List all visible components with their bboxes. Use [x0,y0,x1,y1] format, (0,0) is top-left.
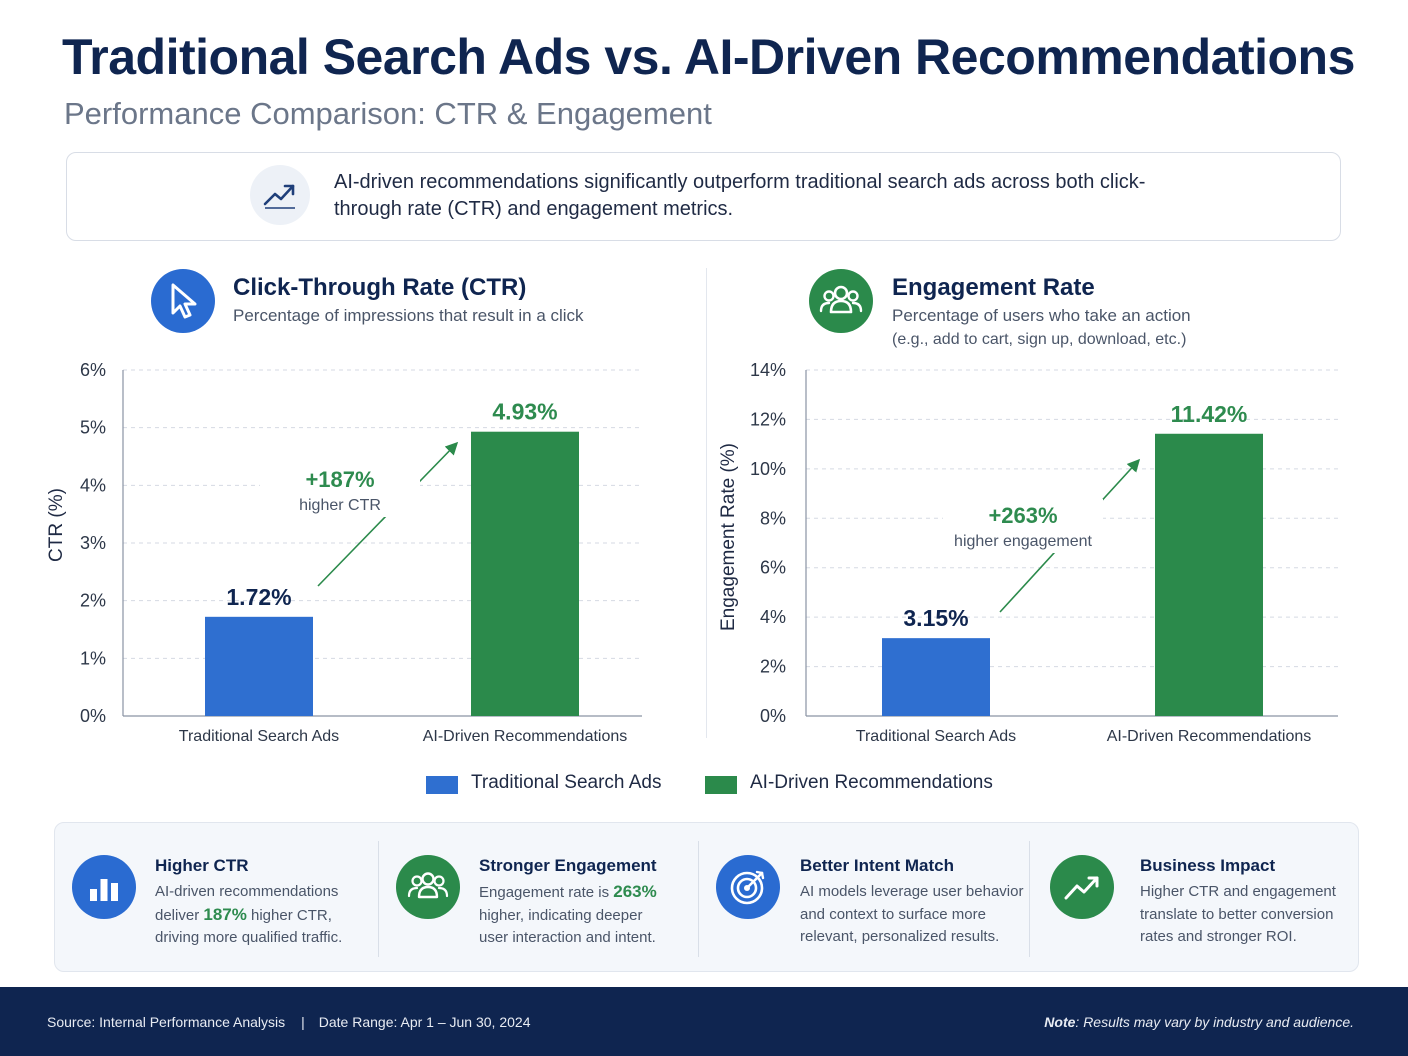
y-tick-label: 0% [80,706,106,726]
y-tick-label: 0% [760,706,786,726]
legend-label-traditional: Traditional Search Ads [471,772,662,793]
card-body-business-impact: Higher CTR and engagement translate to b… [1140,883,1336,945]
bar-value-label: 1.72% [226,584,291,610]
card-divider [1029,841,1030,957]
y-tick-label: 6% [760,558,786,578]
charts-canvas: 0% 1% 2% 3% 4% 5% 6% CTR (%) 1.72% Traditional Se… [46,360,1338,745]
footer: Source: Internal Performance Analysis | Da… [0,987,1408,1056]
card-divider [698,841,699,957]
y-tick-label: 8% [760,508,786,528]
insight-cards: Higher CTR AI-driven recommendations del… [54,822,1359,972]
target-icon [716,855,780,919]
annotation-text: higher CTR [299,497,381,514]
summary-text: AI-driven recommendations significantly … [334,171,1146,220]
y-tick-label: 6% [80,360,106,380]
y-axis-label: CTR (%) [46,488,67,562]
y-tick-label: 10% [750,459,786,479]
bar-ai-ctr [471,431,579,716]
card-body-higher-ctr: AI-driven recommendations deliver 187% h… [155,883,343,946]
card-body-stronger-engagement: Engagement rate is 263% higher, indicati… [479,882,657,946]
trend-up-icon [1050,855,1114,919]
legend-swatch-ai [705,776,737,794]
y-tick-label: 2% [760,657,786,677]
footer-source: Source: Internal Performance Analysis | Da… [47,1014,531,1030]
y-tick-label: 2% [80,591,106,611]
card-title-stronger-engagement: Stronger Engagement [479,856,657,875]
summary-box: AI-driven recommendations significantly … [66,152,1341,241]
ctr-panel-title: Click-Through Rate (CTR) [233,274,527,301]
bar-value-label: 11.42% [1171,401,1248,427]
y-tick-label: 5% [80,418,106,438]
bar-ai-engagement [1155,433,1263,716]
annotation-value: +187% [305,467,374,492]
page-title: Traditional Search Ads vs. AI-Driven Rec… [62,29,1355,85]
x-tick-label: AI-Driven Recommendations [1107,728,1312,745]
panel-divider [706,268,707,738]
card-divider [378,841,379,957]
y-tick-label: 14% [750,360,786,380]
y-tick-label: 4% [760,607,786,627]
y-tick-label: 4% [80,475,106,495]
bar-value-label: 4.93% [492,399,557,425]
card-title-higher-ctr: Higher CTR [155,856,249,875]
engagement-panel-subtitle-example: (e.g., add to cart, sign up, download, e… [892,331,1187,348]
bar-chart-icon [72,855,136,919]
trend-up-icon [250,165,310,225]
annotation-value: +263% [988,503,1057,528]
footer-note: Note: Results may vary by industry and a… [1044,1014,1354,1030]
legend-label-ai: AI-Driven Recommendations [750,772,993,793]
y-tick-label: 1% [80,648,106,668]
y-tick-label: 12% [750,409,786,429]
card-body-intent-match: AI models leverage user behavior and con… [800,883,1024,945]
users-icon [809,269,873,333]
ctr-panel-subtitle: Percentage of impressions that result in… [233,306,584,325]
cursor-icon [151,269,215,333]
x-tick-label: Traditional Search Ads [179,728,339,745]
y-tick-label: 3% [80,533,106,553]
legend-swatch-traditional [426,776,458,794]
engagement-panel-subtitle: Percentage of users who take an action [892,306,1191,325]
x-tick-label: Traditional Search Ads [856,728,1016,745]
page-subtitle: Performance Comparison: CTR & Engagement [64,96,712,131]
bar-value-label: 3.15% [903,605,968,631]
annotation-background [943,499,1103,553]
bar-traditional-ctr [205,616,313,716]
users-icon [396,855,460,919]
annotation-text: higher engagement [954,533,1092,550]
annotation-background [260,463,420,517]
y-axis-label: Engagement Rate (%) [718,443,739,631]
x-tick-label: AI-Driven Recommendations [423,728,628,745]
card-title-intent-match: Better Intent Match [800,856,954,875]
engagement-panel-title: Engagement Rate [892,274,1095,301]
card-title-business-impact: Business Impact [1140,856,1276,875]
bar-traditional-engagement [882,638,990,716]
